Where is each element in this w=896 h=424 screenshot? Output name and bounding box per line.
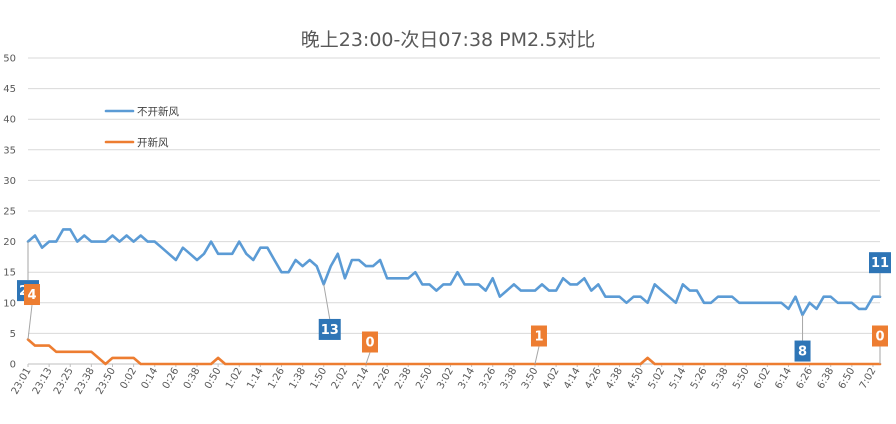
x-tick-label: 0:26 xyxy=(161,366,182,391)
series-lines xyxy=(26,228,882,366)
x-tick-label: 2:38 xyxy=(393,366,414,391)
y-tick-label: 20 xyxy=(3,237,16,248)
x-tick-label: 1:38 xyxy=(287,366,308,391)
x-tick-label: 6:14 xyxy=(773,366,794,391)
y-tick-label: 0 xyxy=(10,360,16,371)
y-tick-label: 40 xyxy=(3,115,16,126)
data-callouts: 20138114010 xyxy=(17,241,891,365)
data-callout: 0 xyxy=(872,325,888,364)
y-tick-label: 15 xyxy=(3,268,16,279)
x-tick-label: 6:38 xyxy=(816,366,837,391)
y-tick-label: 30 xyxy=(3,176,16,187)
x-tick-label: 5:26 xyxy=(689,366,710,391)
callout-box xyxy=(530,325,547,347)
series-line-2 xyxy=(26,338,882,366)
x-tick-label: 4:50 xyxy=(625,366,646,391)
y-axis: 0 5 10 15 20 25 30 35 40 45 50 xyxy=(3,54,16,371)
y-tick-label: 5 xyxy=(10,329,16,340)
legend-label: 开新风 xyxy=(137,136,169,149)
callout-box xyxy=(361,331,378,353)
legend-label: 不开新风 xyxy=(137,105,179,118)
callout-leader-line xyxy=(365,352,371,365)
x-tick-label: 5:50 xyxy=(731,366,752,391)
x-tick-label: 2:02 xyxy=(330,366,351,391)
x-tick-label: 1:26 xyxy=(266,366,287,391)
x-tick-label: 23:38 xyxy=(73,366,97,396)
data-callout: 0 xyxy=(361,331,378,365)
data-callout: 8 xyxy=(794,315,811,362)
callout-leader-line xyxy=(27,304,33,340)
chart-title: 晚上23:00-次日07:38 PM2.5对比 xyxy=(301,29,595,51)
callout-box xyxy=(318,318,341,340)
y-tick-label: 10 xyxy=(3,298,16,309)
data-callout: 11 xyxy=(869,252,891,297)
x-tick-label: 4:14 xyxy=(562,366,583,391)
x-tick-label: 3:38 xyxy=(499,366,520,391)
x-tick-label: 2:50 xyxy=(414,366,435,391)
data-callout: 4 xyxy=(24,284,40,340)
callout-leader-line xyxy=(323,284,331,320)
y-tick-label: 35 xyxy=(3,145,16,156)
data-callout: 1 xyxy=(530,325,547,365)
callout-box xyxy=(869,252,891,274)
x-tick-label: 2:14 xyxy=(351,366,372,391)
data-label: 0 xyxy=(365,336,374,351)
x-tick-label: 3:50 xyxy=(520,366,541,391)
data-label: 13 xyxy=(321,323,339,338)
x-tick-label: 1:50 xyxy=(309,366,330,391)
y-tick-label: 50 xyxy=(3,54,16,65)
x-tick-label: 4:38 xyxy=(604,366,625,391)
x-tick-label: 3:02 xyxy=(435,366,456,391)
x-tick-label: 6:50 xyxy=(837,366,858,391)
data-label: 8 xyxy=(798,345,807,360)
x-tick-label: 0:02 xyxy=(118,366,139,391)
x-tick-label: 23:25 xyxy=(52,366,76,396)
x-tick-label: 1:02 xyxy=(224,366,245,391)
x-tick-label: 5:38 xyxy=(710,366,731,391)
x-tick-label: 7:02 xyxy=(858,366,879,391)
callout-box xyxy=(24,284,40,306)
x-tick-label: 2:26 xyxy=(372,366,393,391)
x-tick-label: 23:01 xyxy=(10,366,34,396)
x-tick-label: 23:50 xyxy=(94,366,118,396)
x-tick-label: 23:13 xyxy=(31,366,55,396)
x-tick-label: 5:02 xyxy=(647,366,668,391)
x-tick-label: 1:14 xyxy=(245,366,266,391)
gridlines xyxy=(28,57,880,334)
x-tick-label: 3:14 xyxy=(456,366,477,391)
x-tick-label: 5:14 xyxy=(668,366,689,391)
callout-box xyxy=(794,340,811,362)
callout-box xyxy=(872,325,888,347)
y-tick-label: 45 xyxy=(3,84,16,95)
x-tick-label: 0:50 xyxy=(203,366,224,391)
data-label: 1 xyxy=(534,330,543,345)
x-tick-label: 4:02 xyxy=(541,366,562,391)
data-label: 4 xyxy=(27,288,36,303)
x-tick-label: 0:38 xyxy=(182,366,203,391)
data-label: 0 xyxy=(875,330,884,345)
data-callout: 13 xyxy=(318,284,341,340)
data-label: 11 xyxy=(871,256,889,271)
callout-leader-line xyxy=(534,346,540,365)
x-tick-label: 3:26 xyxy=(478,366,499,391)
x-tick-label: 6:26 xyxy=(794,366,815,391)
y-tick-label: 25 xyxy=(3,207,16,218)
series-line-1 xyxy=(26,228,882,317)
x-tick-label: 0:14 xyxy=(140,366,161,391)
x-tick-label: 6:02 xyxy=(752,366,773,391)
x-tick-label: 4:26 xyxy=(583,366,604,391)
